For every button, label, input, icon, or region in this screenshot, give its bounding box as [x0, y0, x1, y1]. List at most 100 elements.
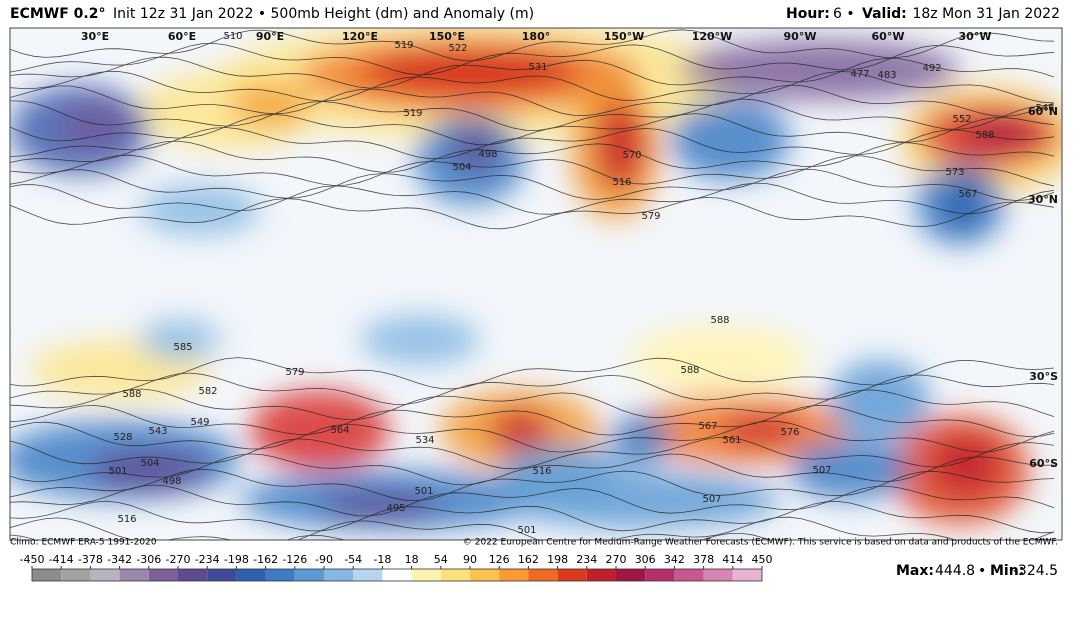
anomaly-blob	[60, 100, 130, 150]
max-label: Max:	[896, 563, 934, 579]
contour-line	[10, 113, 1055, 146]
colorbar-segment	[324, 569, 354, 581]
contour-label: 504	[452, 162, 471, 173]
colorbar-segment	[616, 569, 646, 581]
contour-line	[10, 500, 1055, 534]
colorbar-tick-label: 450	[752, 553, 773, 566]
max-value: 444.8	[935, 563, 975, 579]
contour-label: 504	[140, 458, 159, 469]
contour-label: 585	[173, 342, 192, 353]
colorbar-tick-label: -162	[253, 553, 278, 566]
colorbar-segment	[703, 569, 733, 581]
colorbar-tick-label: -306	[136, 553, 161, 566]
colorbar-tick-label: 90	[463, 553, 477, 566]
colorbar-tick-label: 234	[576, 553, 597, 566]
colorbar-segment	[90, 569, 120, 581]
contour-line	[10, 70, 1055, 104]
contour-label: 579	[285, 367, 304, 378]
contour-line	[10, 453, 1055, 486]
anomaly-blob	[500, 445, 620, 495]
separator: •	[978, 563, 986, 579]
colorbar-tick-label: -270	[166, 553, 191, 566]
contour-line	[10, 140, 1055, 173]
contour-label: 567	[958, 189, 977, 200]
colorbar-segment	[586, 569, 616, 581]
latitude-label: 60°S	[1029, 457, 1058, 470]
copyright-text: © 2022 European Centre for Medium-Range …	[463, 538, 1058, 548]
contour-label: 477	[850, 69, 869, 80]
latitude-label: 30°S	[1029, 370, 1058, 383]
colorbar-border	[31, 568, 763, 582]
anomaly-blob	[720, 415, 800, 445]
contour-label: 561	[722, 435, 741, 446]
contour-line	[10, 388, 1055, 421]
contour-line	[10, 436, 1055, 470]
contour-line	[10, 127, 1055, 160]
anomaly-blob	[670, 100, 790, 180]
colorbar-tick-label: 54	[434, 553, 448, 566]
colorbar-tick-label: 18	[405, 553, 419, 566]
colorbar-tick-label: 306	[635, 553, 656, 566]
contour-line	[10, 182, 1055, 215]
colorbar-tick-label: -198	[224, 553, 249, 566]
colorbar-segment	[674, 569, 704, 581]
contour-label: 516	[612, 177, 631, 188]
min-value: -324.5	[1013, 563, 1058, 579]
contour-label: 501	[414, 486, 433, 497]
map: 30°E 60°E 90°E 120°E 150°E 180° 150°W 120°W 90°W…	[10, 28, 1062, 540]
longitude-label: 120°W	[692, 30, 733, 43]
contour-line	[10, 516, 1055, 540]
contour-line	[10, 420, 1055, 453]
colorbar-segment	[294, 569, 324, 581]
colorbar-segment	[440, 569, 470, 581]
anomaly-blob	[360, 48, 580, 96]
contour-label: 522	[448, 43, 467, 54]
anomaly-blob	[360, 315, 480, 365]
contour-label: 588	[975, 130, 994, 141]
contour-label: 579	[641, 211, 660, 222]
map-border	[9, 27, 1063, 541]
contour-line	[10, 372, 1055, 405]
contour-label: 498	[162, 476, 181, 487]
contour-label: 543	[148, 426, 167, 437]
contour-label: 570	[622, 150, 641, 161]
contour-label: 588	[710, 315, 729, 326]
contour-line	[10, 484, 1055, 517]
contour-label: 528	[113, 432, 132, 443]
contour-line	[10, 357, 1055, 390]
longitude-label: 60°E	[168, 30, 196, 43]
colorbar-segment	[411, 569, 441, 581]
colorbar-segment	[207, 569, 237, 581]
longitude-label: 180°	[522, 30, 550, 43]
contour-line	[10, 196, 1055, 230]
contour-line	[10, 468, 1055, 502]
contour-label: 552	[952, 114, 971, 125]
longitude-label: 120°E	[342, 30, 378, 43]
colorbar-tick-label: 342	[664, 553, 685, 566]
colorbar-tick-label: -378	[78, 553, 103, 566]
anomaly-field	[10, 28, 1062, 530]
colorbar-segment	[265, 569, 295, 581]
anomaly-blob	[630, 325, 810, 395]
colorbar-segment	[119, 569, 149, 581]
colorbar-segment	[382, 569, 412, 581]
contour-label: 519	[394, 40, 413, 51]
anomaly-blob	[250, 390, 390, 470]
contour-line	[10, 56, 1055, 89]
contour-label: 546	[1035, 103, 1054, 114]
colorbar-tick-label: -414	[49, 553, 74, 566]
colorbar: -450 -414 -378 -342 -306 -270 -234 -198 -162 -126…	[20, 553, 773, 582]
hour-label: Hour:	[786, 6, 830, 22]
colorbar-segment	[178, 569, 208, 581]
colorbar-segment	[148, 569, 178, 581]
colorbar-tick-label: 198	[547, 553, 568, 566]
anomaly-blob	[940, 180, 984, 230]
valid-value: 18z Mon 31 Jan 2022	[912, 6, 1060, 22]
anomaly-blob	[490, 410, 550, 450]
anomaly-blob	[595, 100, 645, 190]
colorbar-tick-label: 378	[693, 553, 714, 566]
contour-label: 588	[680, 365, 699, 376]
colorbar-tick-label: -54	[344, 553, 362, 566]
colorbar-tick-label: -18	[373, 553, 391, 566]
